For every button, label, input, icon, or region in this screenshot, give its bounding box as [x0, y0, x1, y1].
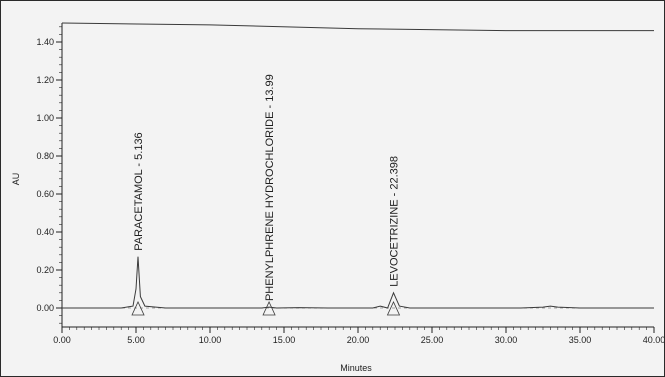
y-tick-label: 0.60: [36, 189, 54, 199]
x-axis-title: Minutes: [340, 363, 372, 373]
peak-label-3: LEVOCETRIZINE - 22.398: [388, 156, 400, 287]
peak-marker-3: [386, 301, 401, 316]
x-tick-label: 35.00: [569, 335, 592, 345]
y-tick-label: 0.00: [36, 303, 54, 313]
peak-label-2: PHENYLPHRENE HYDROCHLORIDE - 13.99: [264, 74, 276, 301]
x-tick-label: 20.00: [347, 335, 370, 345]
x-tick-label: 15.00: [273, 335, 296, 345]
series-traces: [61, 22, 654, 309]
x-tick-label: 5.00: [127, 335, 145, 345]
y-tick-label: 0.20: [36, 265, 54, 275]
y-tick-label: 1.40: [36, 37, 54, 47]
peak-annotations: PARACETAMOL - 5.136 PHENYLPHRENE HYDROCHL…: [131, 74, 401, 316]
x-tick-label: 25.00: [421, 335, 444, 345]
tick-marks: [56, 26, 655, 333]
peak-marker-1: [131, 301, 145, 316]
y-tick-label: 0.40: [36, 227, 54, 237]
x-tick-label: 30.00: [495, 335, 518, 345]
x-tick-label: 40.00: [643, 335, 664, 345]
x-tick-label: 10.00: [199, 335, 222, 345]
y-axis-title: AU: [11, 173, 21, 186]
x-tick-label: 0.00: [53, 335, 71, 345]
y-tick-label: 0.80: [36, 151, 54, 161]
y-tick-label: 1.00: [36, 113, 54, 123]
axes: [61, 23, 654, 328]
y-tick-label: 1.20: [36, 75, 54, 85]
series-line-2: [61, 22, 654, 32]
peak-label-1: PARACETAMOL - 5.136: [133, 132, 145, 250]
tick-labels: 0.00 0.20 0.40 0.60 0.80 1.00 1.20 1.40 0.00 5.00…: [36, 37, 664, 345]
peak-marker-2: [262, 301, 276, 316]
series-line-1: [62, 256, 654, 309]
